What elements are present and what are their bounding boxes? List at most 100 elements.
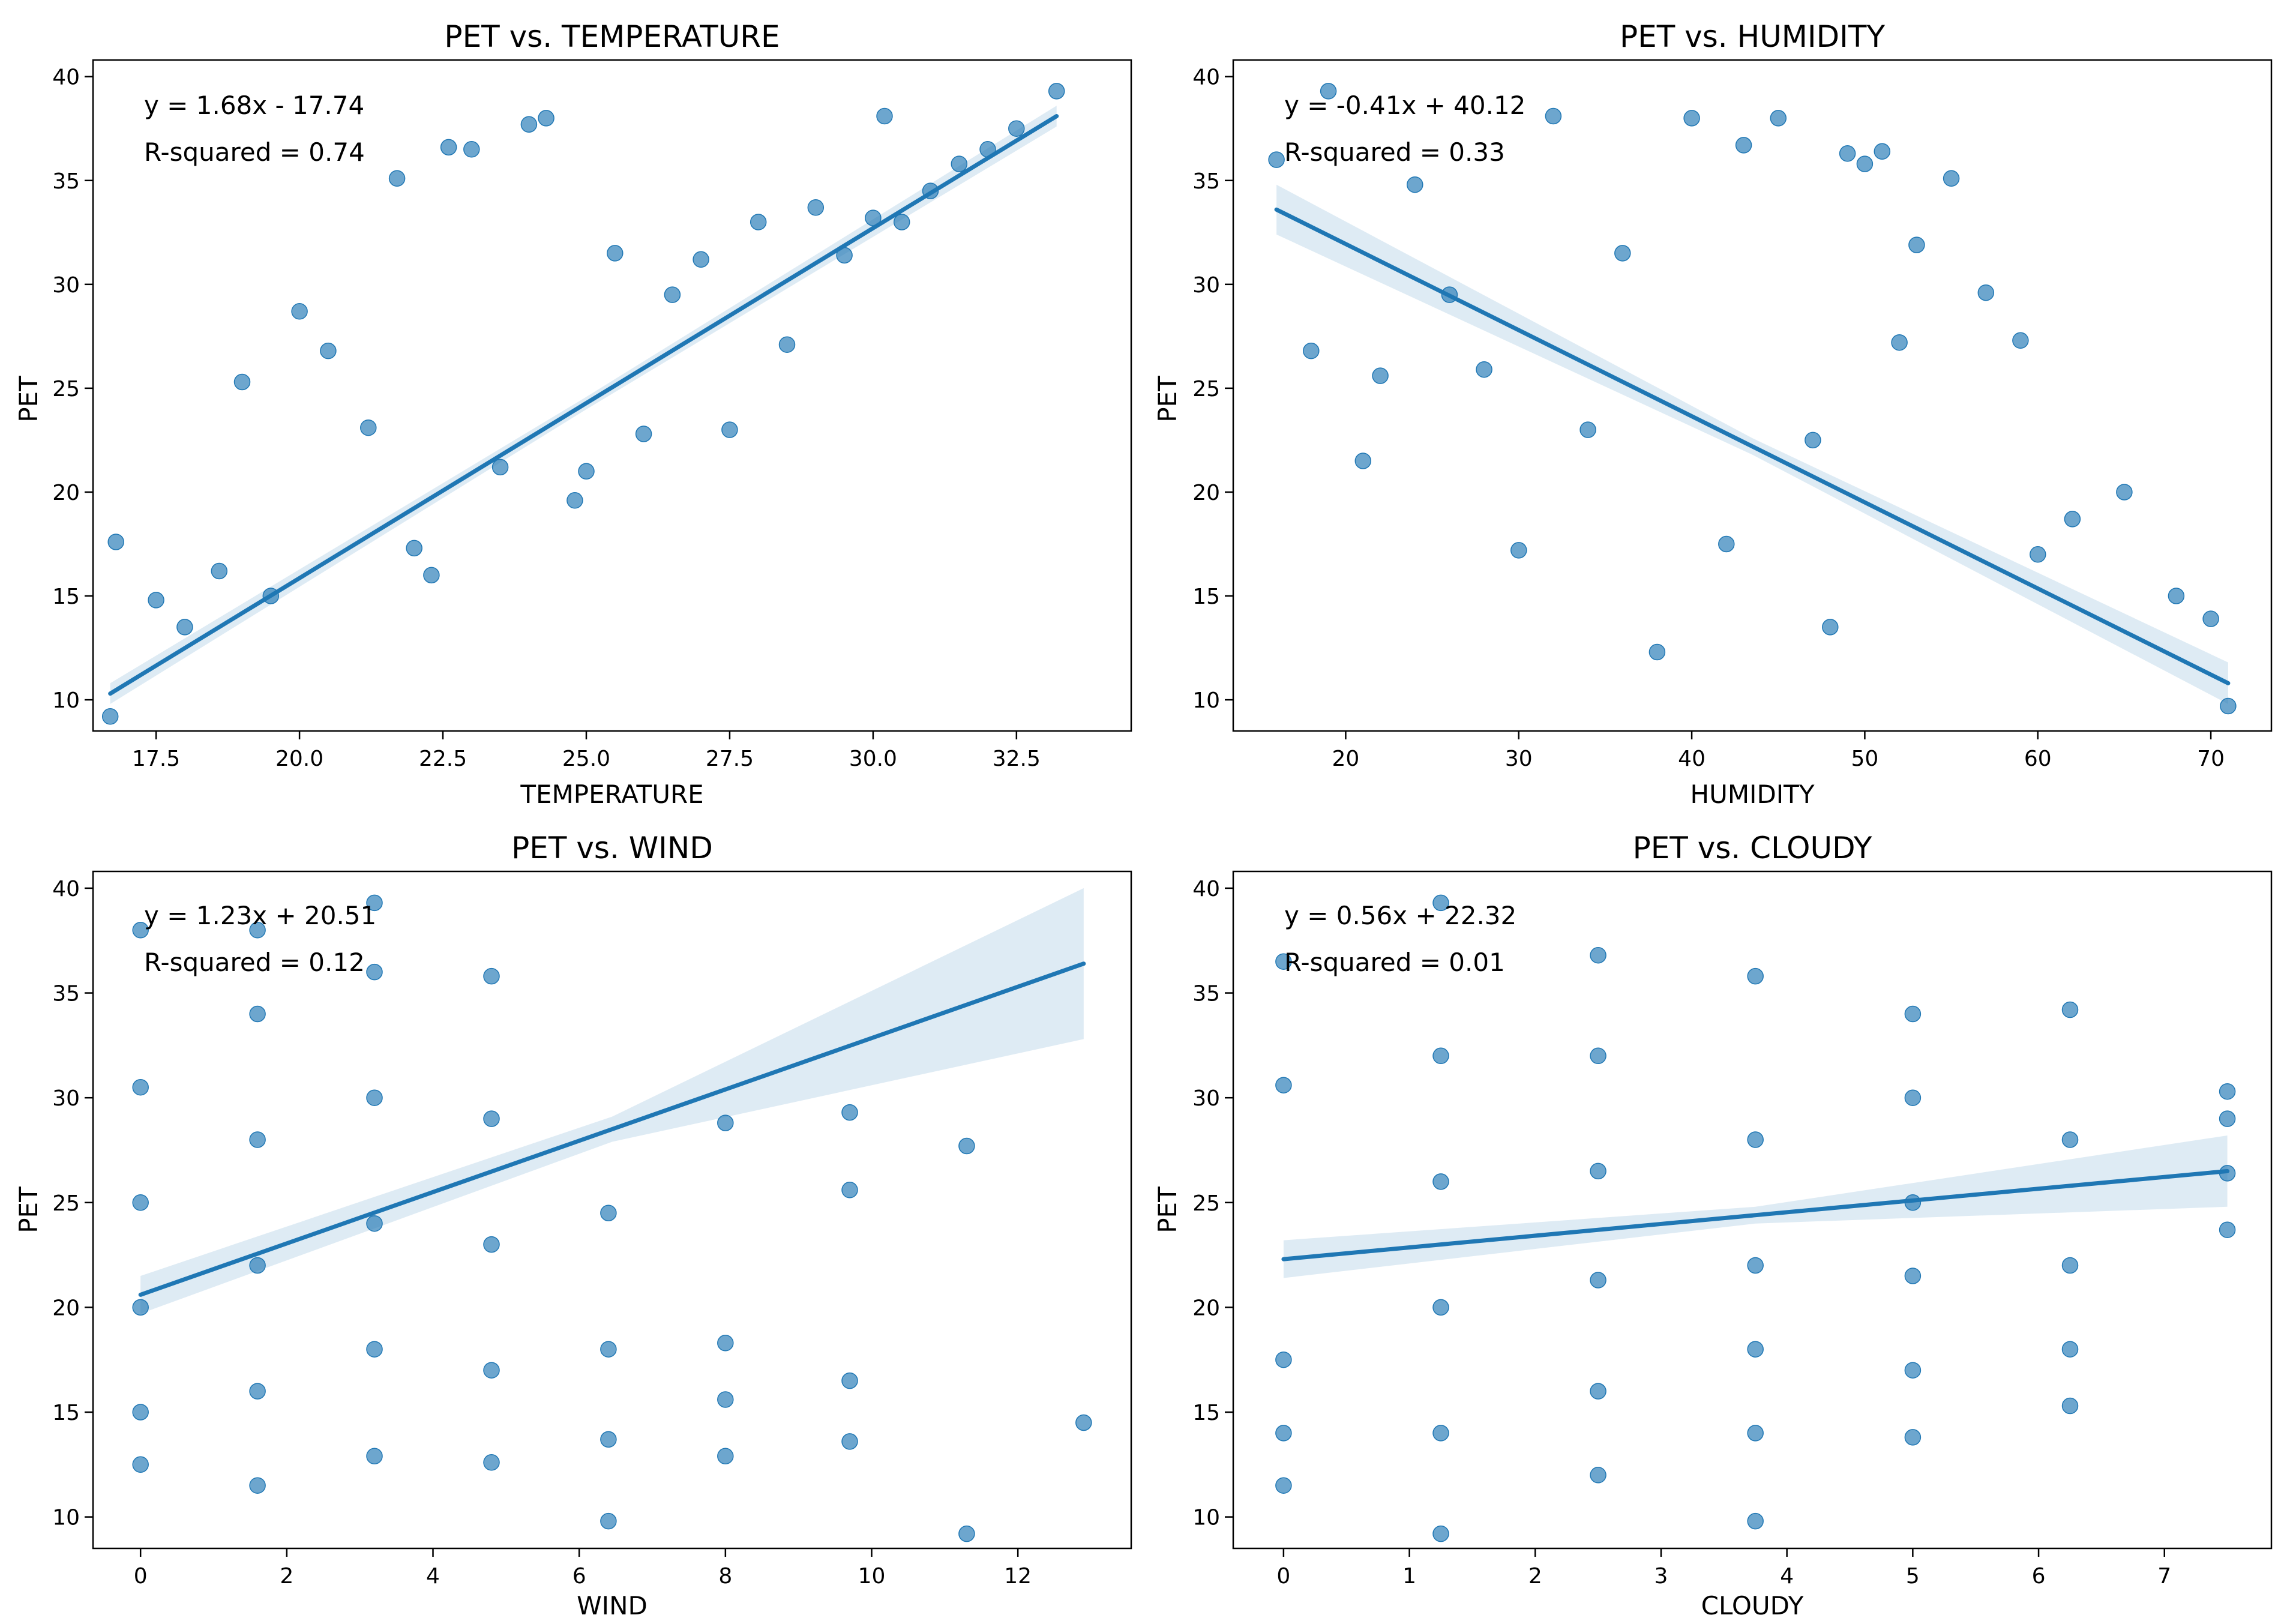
- scatter-point: [1904, 1089, 1922, 1106]
- scatter-point: [2219, 1110, 2236, 1127]
- x-tick-label: 70: [2197, 747, 2225, 771]
- scatter-point: [1268, 151, 1285, 168]
- regression-line: [1274, 207, 2231, 685]
- y-tick-label: 15: [1192, 585, 1220, 609]
- r-squared-label: R-squared = 0.12: [144, 948, 365, 977]
- scatter-point: [463, 141, 480, 158]
- scatter-point: [320, 342, 337, 359]
- scatter-point: [664, 286, 681, 303]
- regression-line: [138, 961, 1086, 1297]
- scatter-point: [1275, 1351, 1292, 1368]
- confidence-band: [1283, 1135, 2228, 1278]
- y-tick-label: 10: [52, 688, 80, 713]
- scatter-point: [1648, 643, 1666, 661]
- scatter-point: [750, 214, 767, 230]
- regression-equation: y = 1.23x + 20.51: [144, 901, 376, 930]
- scatter-point: [366, 963, 383, 981]
- scatter-point: [132, 1078, 149, 1096]
- regression-equation: y = -0.41x + 40.12: [1284, 91, 1525, 120]
- scatter-point: [1822, 619, 1839, 636]
- x-tick-label: 10: [858, 1564, 886, 1589]
- scatter-point: [132, 1299, 149, 1316]
- y-tick-label: 35: [1192, 169, 1220, 194]
- r-squared-label: R-squared = 0.33: [1284, 137, 1505, 167]
- x-tick-label: 32.5: [993, 747, 1041, 771]
- y-tick-label: 25: [52, 1191, 80, 1216]
- scatter-point: [1747, 1131, 1764, 1148]
- scatter-point: [1614, 245, 1631, 262]
- x-axis-label: TEMPERATURE: [520, 780, 703, 809]
- scatter-point: [249, 1477, 266, 1494]
- scatter-point: [566, 492, 583, 509]
- scatter-point: [958, 1137, 975, 1155]
- scatter-point: [1048, 83, 1065, 100]
- scatter-point: [1579, 421, 1596, 438]
- scatter-point: [1590, 946, 1606, 964]
- scatter-point: [101, 708, 119, 725]
- plot-frame: [92, 59, 1132, 732]
- regression-equation: y = 1.68x - 17.74: [144, 91, 364, 120]
- scatter-point: [1904, 1268, 1922, 1284]
- scatter-point: [600, 1512, 617, 1530]
- y-axis-label: PET: [1153, 1186, 1182, 1233]
- plot-frame: [1232, 870, 2273, 1550]
- chart-title: PET vs. TEMPERATURE: [444, 19, 780, 54]
- x-tick-label: 27.5: [706, 747, 754, 771]
- scatter-point: [635, 426, 652, 442]
- scatter-point: [1590, 1467, 1606, 1484]
- scatter-point: [483, 1110, 500, 1127]
- scatter-point: [578, 463, 595, 480]
- scatter-point: [520, 116, 538, 133]
- scatter-point: [717, 1335, 734, 1352]
- regression-equation: y = 0.56x + 22.32: [1284, 901, 1516, 930]
- scatter-point: [1432, 1173, 1449, 1190]
- x-tick-label: 20: [1332, 747, 1360, 771]
- scatter-point: [538, 110, 554, 127]
- y-tick-label: 10: [1192, 688, 1220, 713]
- y-tick-label: 25: [1192, 1191, 1220, 1216]
- scatter-point: [1075, 1414, 1092, 1431]
- scatter-point: [1908, 236, 1925, 253]
- r-squared-label: R-squared = 0.01: [1284, 948, 1505, 977]
- scatter-point: [2012, 332, 2029, 349]
- chart-title: PET vs. CLOUDY: [1633, 831, 1872, 865]
- y-axis-label: PET: [1153, 376, 1182, 423]
- scatter-point: [2202, 610, 2219, 627]
- plot-frame: [92, 870, 1132, 1550]
- scatter-point: [291, 303, 308, 320]
- scatter-point: [1275, 1477, 1292, 1494]
- x-tick-label: 6: [2032, 1564, 2046, 1589]
- x-tick-label: 4: [426, 1564, 440, 1589]
- y-tick-label: 40: [1192, 65, 1220, 90]
- scatter-point: [2061, 1397, 2079, 1415]
- scatter-point: [951, 155, 968, 172]
- scatter-point: [1747, 1425, 1764, 1442]
- scatter-point: [600, 1431, 617, 1448]
- x-tick-label: 12: [1004, 1564, 1032, 1589]
- scatter-point: [107, 534, 124, 550]
- scatter-point: [1943, 170, 1960, 187]
- x-tick-label: 50: [1851, 747, 1879, 771]
- scatter-point: [1432, 1525, 1449, 1542]
- scatter-point: [778, 336, 796, 353]
- x-tick-label: 0: [1276, 1564, 1290, 1589]
- scatter-point: [1904, 1429, 1922, 1446]
- scatter-point: [1275, 953, 1292, 970]
- scatter-point: [483, 1236, 500, 1253]
- scatter-point: [2064, 511, 2081, 528]
- scatter-point: [366, 1089, 383, 1106]
- scatter-point: [841, 1372, 858, 1389]
- scatter-point: [1275, 1425, 1292, 1442]
- scatter-point: [1839, 145, 1856, 162]
- chart-title: PET vs. WIND: [511, 831, 713, 865]
- x-tick-label: 6: [572, 1564, 586, 1589]
- scatter-point: [1510, 542, 1527, 559]
- y-tick-label: 40: [52, 877, 80, 901]
- scatter-point: [876, 107, 893, 125]
- y-tick-label: 35: [1192, 982, 1220, 1006]
- scatter-point: [1590, 1272, 1606, 1289]
- scatter-point: [1432, 1299, 1449, 1316]
- scatter-point: [2061, 1257, 2079, 1274]
- scatter-point: [2061, 1131, 2079, 1148]
